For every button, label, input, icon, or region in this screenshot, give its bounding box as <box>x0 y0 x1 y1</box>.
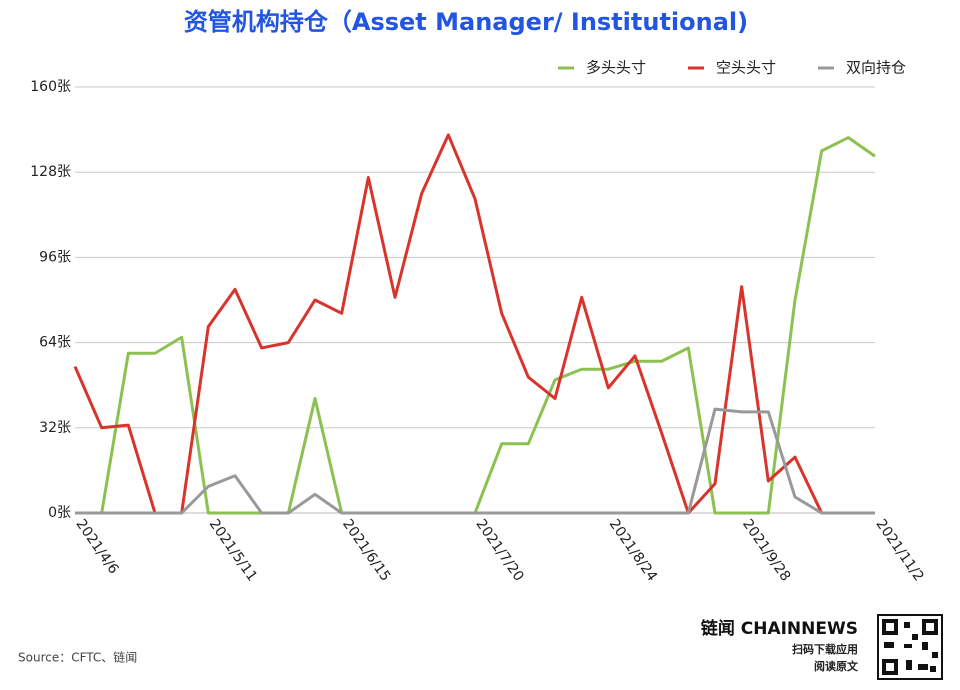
y-tick-label: 160张 <box>30 79 71 95</box>
line-series <box>75 407 875 515</box>
x-tick-label: 2021/5/11 <box>206 516 260 584</box>
chart-title: 资管机构持仓（Asset Manager/ Institutional) <box>184 8 748 36</box>
x-tick-label: 2021/11/2 <box>872 516 926 584</box>
legend-label: 空头头寸 <box>716 59 776 77</box>
x-tick-label: 2021/7/20 <box>472 516 526 584</box>
legend-label: 双向持仓 <box>846 59 906 77</box>
line-series <box>75 136 876 515</box>
x-tick-label: 2021/4/6 <box>72 516 121 577</box>
x-tick-label: 2021/6/15 <box>339 516 393 584</box>
line-series <box>73 133 875 515</box>
source: Source：CFTC、链闻 <box>18 650 137 665</box>
brand: 链闻 CHAINNEWS <box>701 618 858 639</box>
x-tick-label: 2021/8/24 <box>606 516 660 584</box>
y-tick-label: 128张 <box>30 164 71 180</box>
y-tick-label: 96张 <box>39 249 71 265</box>
qr-code <box>877 614 943 680</box>
y-tick-label: 32张 <box>39 420 71 436</box>
x-tick-label: 2021/9/28 <box>739 516 793 584</box>
y-tick-label: 64张 <box>39 335 71 351</box>
legend-label: 多头头寸 <box>586 59 646 77</box>
brand-line: 扫码下载应用 <box>792 642 858 656</box>
brand-line: 阅读原文 <box>814 659 859 673</box>
y-tick-label: 0张 <box>48 505 71 521</box>
